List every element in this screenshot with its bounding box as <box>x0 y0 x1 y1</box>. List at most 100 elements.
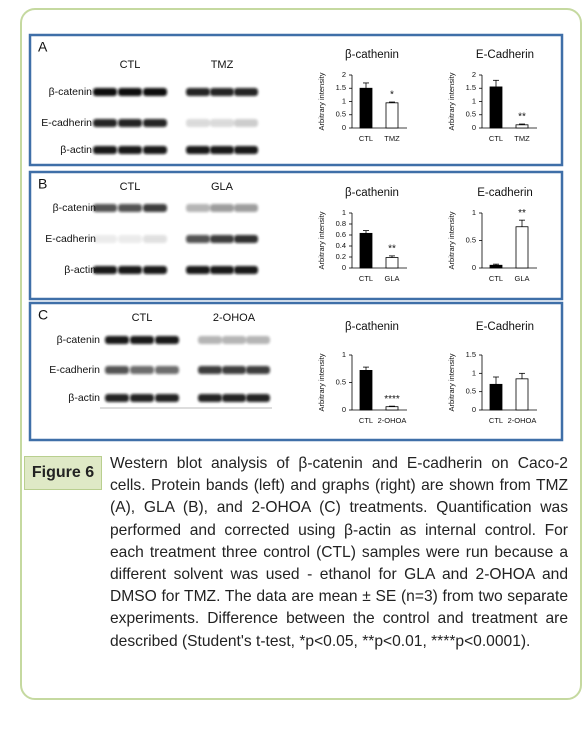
protein-label: β-actin <box>60 144 92 156</box>
significance: **** <box>384 394 400 405</box>
x-tick-label: CTL <box>489 274 503 283</box>
y-tick-label: 0.5 <box>336 377 346 386</box>
blot-band <box>93 88 117 96</box>
blot-band <box>198 366 222 374</box>
blot-band <box>118 235 142 243</box>
y-axis-label: Arbitrary intensity <box>317 72 326 130</box>
blot-band <box>186 266 210 274</box>
blot-band <box>143 266 167 274</box>
blot-band <box>130 366 154 374</box>
y-tick-label: 1.5 <box>466 83 476 92</box>
blot-band <box>222 336 246 344</box>
blot-band <box>186 146 210 154</box>
blot-band <box>210 119 234 127</box>
protein-label: E-cadherin <box>45 233 96 245</box>
protein-label: E-cadherin <box>49 364 100 376</box>
y-tick-label: 0 <box>342 405 346 414</box>
blot-band <box>234 88 258 96</box>
bar <box>515 378 529 411</box>
blot-band <box>155 336 179 344</box>
blot-band <box>210 266 234 274</box>
blot-band <box>143 88 167 96</box>
y-tick-label: 0.4 <box>336 241 346 250</box>
y-axis-label: Arbitrary intensity <box>317 211 326 269</box>
y-tick-label: 0 <box>472 123 476 132</box>
chart-title: E-Cadherin <box>476 321 534 333</box>
chart-title: β-cathenin <box>345 187 399 199</box>
x-tick-label: 2-OHOA <box>508 416 537 425</box>
y-tick-label: 0 <box>342 123 346 132</box>
panel-label: C <box>38 307 48 323</box>
bar <box>385 102 399 129</box>
blot-band <box>105 366 129 374</box>
x-tick-label: GLA <box>514 274 529 283</box>
bar <box>385 257 399 269</box>
y-tick-label: 2 <box>472 70 476 79</box>
x-tick-label: CTL <box>489 134 503 143</box>
x-tick-label: GLA <box>384 274 399 283</box>
y-tick-label: 1.5 <box>466 350 476 359</box>
protein-label: β-catenin <box>49 86 93 98</box>
blot-band <box>105 394 129 402</box>
panel-label: A <box>38 39 48 55</box>
significance: ** <box>518 112 526 123</box>
x-tick-label: CTL <box>359 274 373 283</box>
blot-band <box>130 336 154 344</box>
blot-band <box>143 119 167 127</box>
y-tick-label: 1 <box>472 368 476 377</box>
bar <box>385 406 399 411</box>
blot-band <box>222 394 246 402</box>
y-tick-label: 0.5 <box>466 387 476 396</box>
blot-group-label: TMZ <box>211 59 234 71</box>
y-tick-label: 1 <box>472 96 476 105</box>
blot-band <box>118 146 142 154</box>
blot-band <box>118 266 142 274</box>
caption-label: Figure 6 <box>24 456 102 490</box>
figure-frame <box>20 8 582 700</box>
x-tick-label: TMZ <box>514 134 530 143</box>
protein-label: β-actin <box>68 392 100 404</box>
significance: * <box>390 90 394 101</box>
bar <box>489 383 503 411</box>
blot-band <box>186 119 210 127</box>
blot-band <box>210 88 234 96</box>
blot-group-label: 2-OHOA <box>213 312 256 324</box>
chart-title: E-cadherin <box>477 187 533 199</box>
blot-band <box>118 88 142 96</box>
blot-band <box>234 266 258 274</box>
blot-band <box>210 235 234 243</box>
chart-title: β-cathenin <box>345 321 399 333</box>
blot-group-label: CTL <box>132 312 153 324</box>
y-tick-label: 2 <box>342 70 346 79</box>
significance: ** <box>388 244 396 255</box>
protein-label: β-catenin <box>53 202 97 214</box>
y-axis-label: Arbitrary intensity <box>447 72 456 130</box>
bar <box>359 87 373 129</box>
y-tick-label: 0.6 <box>336 230 346 239</box>
blot-band <box>246 336 270 344</box>
blot-band <box>93 266 117 274</box>
blot-band <box>93 146 117 154</box>
y-tick-label: 0 <box>342 263 346 272</box>
y-tick-label: 1 <box>342 96 346 105</box>
bar <box>515 226 529 269</box>
y-axis-label: Arbitrary intensity <box>317 353 326 411</box>
y-tick-label: 1 <box>472 208 476 217</box>
blot-band <box>105 336 129 344</box>
blot-group-label: CTL <box>120 181 141 193</box>
protein-label: β-actin <box>64 264 96 276</box>
y-tick-label: 1.5 <box>336 83 346 92</box>
y-tick-label: 0 <box>472 263 476 272</box>
chart-title: E-Cadherin <box>476 49 534 61</box>
y-tick-label: 1 <box>342 208 346 217</box>
blot-group-label: GLA <box>211 181 234 193</box>
x-tick-label: CTL <box>359 416 373 425</box>
blot-band <box>246 366 270 374</box>
blot-band <box>222 366 246 374</box>
y-tick-label: 0.5 <box>466 235 476 244</box>
blot-band <box>234 235 258 243</box>
chart-title: β-cathenin <box>345 49 399 61</box>
blot-band <box>93 119 117 127</box>
blot-band <box>155 366 179 374</box>
